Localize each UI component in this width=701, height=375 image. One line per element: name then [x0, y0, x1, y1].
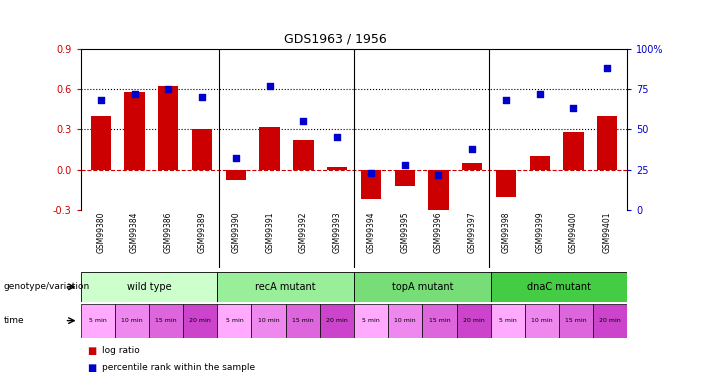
Text: GSM99399: GSM99399: [535, 211, 544, 253]
Text: 10 min: 10 min: [121, 318, 143, 323]
Text: GSM99398: GSM99398: [501, 211, 510, 253]
Text: 5 min: 5 min: [226, 318, 243, 323]
Point: [501, 98, 512, 104]
Text: dnaC mutant: dnaC mutant: [527, 282, 591, 292]
Bar: [597, 116, 618, 170]
Text: GSM99393: GSM99393: [333, 211, 341, 253]
Point: [196, 94, 207, 100]
Text: wild type: wild type: [127, 282, 171, 292]
Point: [298, 118, 309, 124]
Text: GDS1963 / 1956: GDS1963 / 1956: [284, 32, 387, 45]
Point: [534, 91, 545, 97]
Text: 10 min: 10 min: [395, 318, 416, 323]
Bar: [286, 304, 320, 338]
Bar: [217, 272, 354, 302]
Text: log ratio: log ratio: [102, 346, 139, 355]
Text: 15 min: 15 min: [565, 318, 587, 323]
Bar: [320, 304, 354, 338]
Text: GSM99386: GSM99386: [164, 211, 173, 253]
Bar: [529, 156, 550, 170]
Text: ■: ■: [88, 363, 97, 372]
Bar: [564, 132, 583, 170]
Bar: [559, 304, 593, 338]
Bar: [259, 127, 280, 170]
Bar: [217, 304, 252, 338]
Text: GSM99395: GSM99395: [400, 211, 409, 253]
Bar: [81, 272, 217, 302]
Point: [568, 105, 579, 111]
Bar: [158, 86, 179, 170]
Text: GSM99390: GSM99390: [231, 211, 240, 253]
Bar: [125, 92, 144, 170]
Text: recA mutant: recA mutant: [255, 282, 316, 292]
Bar: [183, 304, 217, 338]
Text: GSM99397: GSM99397: [468, 211, 477, 253]
Bar: [491, 304, 525, 338]
Point: [332, 135, 343, 141]
Text: 5 min: 5 min: [89, 318, 107, 323]
Text: 20 min: 20 min: [326, 318, 348, 323]
Text: ■: ■: [88, 346, 97, 355]
Bar: [115, 304, 149, 338]
Bar: [192, 129, 212, 170]
Text: 15 min: 15 min: [428, 318, 450, 323]
Bar: [395, 170, 415, 186]
Bar: [491, 272, 627, 302]
Text: 5 min: 5 min: [499, 318, 517, 323]
Text: topA mutant: topA mutant: [392, 282, 453, 292]
Bar: [593, 304, 627, 338]
Text: 10 min: 10 min: [258, 318, 280, 323]
Text: 10 min: 10 min: [531, 318, 553, 323]
Point: [230, 155, 241, 161]
Bar: [456, 304, 491, 338]
Point: [433, 171, 444, 177]
Point: [399, 162, 410, 168]
Bar: [361, 170, 381, 199]
Bar: [462, 163, 482, 170]
Point: [129, 91, 140, 97]
Bar: [525, 304, 559, 338]
Bar: [81, 304, 115, 338]
Text: GSM99384: GSM99384: [130, 211, 139, 253]
Bar: [226, 170, 246, 180]
Text: 5 min: 5 min: [362, 318, 380, 323]
Bar: [252, 304, 286, 338]
Text: 15 min: 15 min: [292, 318, 313, 323]
Bar: [354, 272, 491, 302]
Text: GSM99401: GSM99401: [603, 211, 612, 253]
Point: [365, 170, 376, 176]
Bar: [354, 304, 388, 338]
Text: GSM99389: GSM99389: [198, 211, 207, 253]
Text: GSM99391: GSM99391: [265, 211, 274, 253]
Text: GSM99394: GSM99394: [367, 211, 375, 253]
Bar: [496, 170, 516, 196]
Text: genotype/variation: genotype/variation: [4, 282, 90, 291]
Bar: [293, 140, 313, 170]
Text: 20 min: 20 min: [189, 318, 211, 323]
Text: 15 min: 15 min: [155, 318, 177, 323]
Text: GSM99396: GSM99396: [434, 211, 443, 253]
Text: 20 min: 20 min: [599, 318, 621, 323]
Point: [467, 146, 478, 152]
Text: GSM99400: GSM99400: [569, 211, 578, 253]
Point: [601, 65, 613, 71]
Text: GSM99380: GSM99380: [96, 211, 105, 253]
Bar: [422, 304, 456, 338]
Point: [264, 83, 275, 89]
Bar: [90, 116, 111, 170]
Text: 20 min: 20 min: [463, 318, 484, 323]
Bar: [149, 304, 183, 338]
Bar: [327, 167, 347, 170]
Bar: [428, 170, 449, 210]
Text: GSM99392: GSM99392: [299, 211, 308, 253]
Point: [95, 98, 107, 104]
Text: time: time: [4, 316, 24, 325]
Bar: [388, 304, 422, 338]
Point: [163, 86, 174, 92]
Text: percentile rank within the sample: percentile rank within the sample: [102, 363, 254, 372]
